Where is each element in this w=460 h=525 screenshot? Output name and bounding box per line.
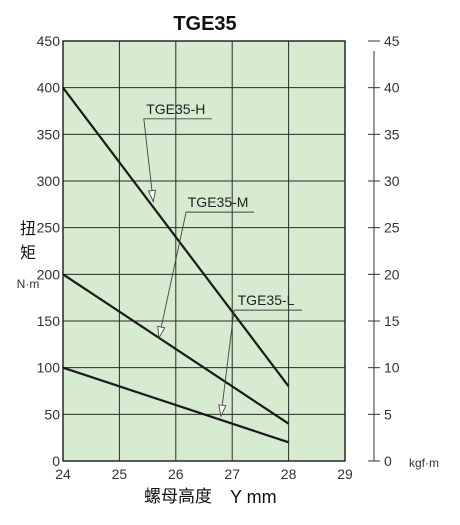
x-tick-label: 27: [224, 466, 240, 482]
series-layer: [62, 87, 290, 444]
callout-leader: [143, 118, 212, 202]
y-axis-unit-left: N·m: [17, 277, 40, 291]
callout-leader: [220, 309, 303, 417]
y-tick-label: 350: [37, 126, 61, 142]
right-tick-label: 25: [384, 220, 400, 236]
right-tick-label: 0: [384, 453, 392, 469]
y-tick-label: 250: [37, 220, 61, 236]
series-line-TGE35-L: [62, 366, 289, 444]
callout-arrowhead: [147, 189, 157, 204]
y-tick-label: 400: [37, 80, 61, 96]
y-axis-label-line-2: 矩: [20, 243, 36, 262]
chart-title: TGE35: [173, 13, 236, 35]
series-label-TGE35-M: TGE35-M: [188, 194, 249, 210]
callout-leader: [158, 211, 255, 338]
series-label-TGE35-H: TGE35-H: [146, 101, 205, 117]
x-tick-label: 28: [281, 466, 297, 482]
plot-frame: [62, 40, 346, 462]
annotation-layer: TGE35-H TGE35-M TGE35-L: [143, 101, 303, 418]
x-tick-label: 29: [337, 466, 353, 482]
callout-arrowhead: [157, 325, 166, 340]
axis-layer: 0 50 100 150 200 250 300 350 400 450 24 25 26 27 28 29 0…: [37, 33, 400, 482]
y-tick-label: 300: [37, 173, 61, 189]
y-tick-label: 100: [37, 360, 61, 376]
x-tick-label: 24: [55, 466, 71, 482]
x-axis-label-unit: Y mm: [230, 487, 277, 507]
y-axis-label-line-1: 扭: [20, 219, 36, 238]
y-tick-label: 50: [44, 406, 60, 422]
right-tick-label: 35: [384, 126, 400, 142]
callout-arrowhead: [218, 404, 227, 418]
y-tick-label: 450: [37, 33, 61, 49]
right-tick-label: 40: [384, 80, 400, 96]
series-line-TGE35-H: [62, 87, 290, 387]
right-tick-label: 15: [384, 313, 400, 329]
right-tick-label: 45: [384, 33, 400, 49]
y-tick-label: 200: [37, 266, 61, 282]
right-tick-label: 20: [384, 266, 400, 282]
y-tick-label: 150: [37, 313, 61, 329]
x-tick-label: 26: [168, 466, 184, 482]
series-line-TGE35-M: [62, 273, 290, 425]
x-axis-label-cjk: 螺母高度: [144, 487, 212, 507]
right-tick-label: 30: [384, 173, 400, 189]
x-tick-label: 25: [112, 466, 128, 482]
right-tick-label: 10: [384, 360, 400, 376]
series-label-TGE35-L: TGE35-L: [238, 292, 295, 308]
y-axis-unit-right: kgf·m: [409, 456, 439, 470]
plot-background: [63, 41, 345, 461]
y-tick-label: 0: [52, 453, 60, 469]
right-tick-label: 5: [384, 406, 392, 422]
